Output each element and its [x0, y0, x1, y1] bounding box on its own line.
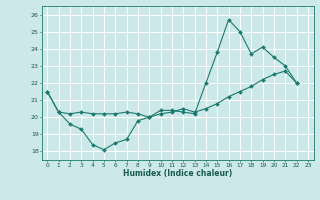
X-axis label: Humidex (Indice chaleur): Humidex (Indice chaleur)	[123, 169, 232, 178]
